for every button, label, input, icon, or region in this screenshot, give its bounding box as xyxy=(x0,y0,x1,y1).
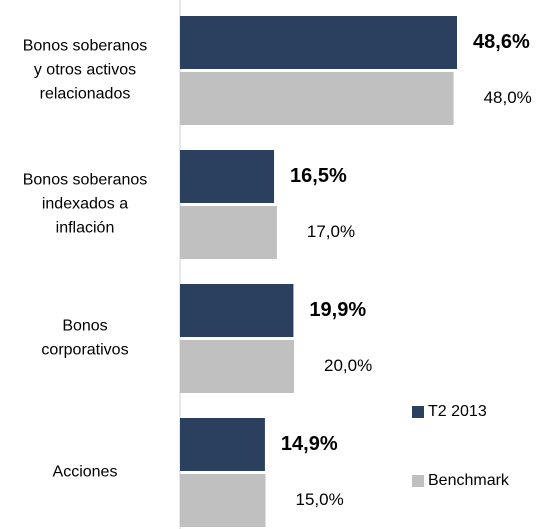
value-label: 16,5% xyxy=(290,165,347,187)
bar xyxy=(180,16,458,69)
bar xyxy=(180,206,277,259)
category-line: indexados a xyxy=(42,196,128,213)
legend-label: Benchmark xyxy=(428,472,510,489)
category-label: Bonos soberanos y otros activos relacionad… xyxy=(23,38,148,103)
category-line: Bonos soberanos xyxy=(23,172,148,189)
value-label: 15,0% xyxy=(296,490,344,509)
category-line: inflación xyxy=(56,220,115,237)
legend-label: T2 2013 xyxy=(428,403,487,420)
bar xyxy=(180,284,294,337)
value-label: 14,9% xyxy=(281,433,338,455)
bar xyxy=(180,474,266,527)
value-label: 20,0% xyxy=(324,356,372,375)
bar xyxy=(180,72,454,125)
legend-swatch xyxy=(412,475,424,487)
category-label: Acciones xyxy=(53,464,118,481)
category-line: y otros activos xyxy=(34,62,136,79)
bar xyxy=(180,340,294,393)
value-label: 48,0% xyxy=(484,88,532,107)
legend-swatch xyxy=(412,406,424,418)
value-label: 48,6% xyxy=(473,31,530,53)
value-label: 19,9% xyxy=(309,299,366,321)
category-line: Bonos xyxy=(62,318,107,335)
category-label: Bonos soberanos indexados a inflación xyxy=(23,172,148,237)
category-label: Bonos corporativos xyxy=(41,318,128,359)
category-line: relacionados xyxy=(40,86,131,103)
category-line: corporativos xyxy=(41,342,128,359)
bar xyxy=(180,418,265,471)
bar xyxy=(180,150,275,203)
category-line: Acciones xyxy=(53,464,118,481)
value-label: 17,0% xyxy=(307,222,355,241)
category-line: Bonos soberanos xyxy=(23,38,148,55)
